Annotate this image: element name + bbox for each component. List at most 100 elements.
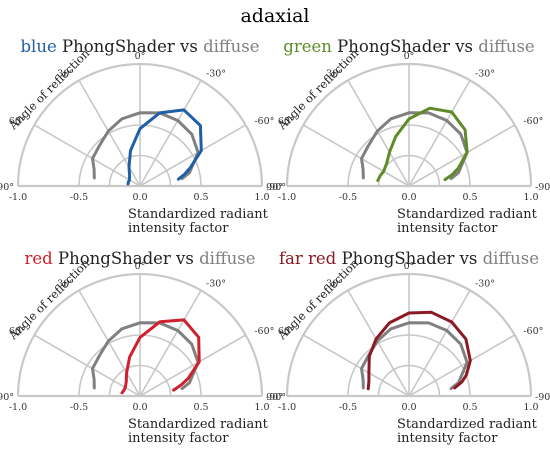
grid-spoke — [139, 124, 247, 187]
polar-panel-0: blue PhongShader vs diffuse 90° 60° 30° 0° -3… — [0, 37, 286, 236]
angle-tick-label: 90° — [0, 182, 14, 193]
angle-tick-label: -30° — [475, 68, 495, 79]
angle-tick-label: -30° — [206, 278, 226, 289]
grid-spoke — [33, 334, 141, 397]
grid-spoke — [408, 124, 516, 187]
grid-spoke — [139, 79, 202, 187]
x-tick-label: 0.0 — [132, 192, 147, 203]
grid-spoke — [33, 124, 141, 187]
x-tick-label: 1.0 — [254, 402, 269, 413]
grid-spoke — [302, 334, 410, 397]
x-tick-label: 1.0 — [523, 402, 538, 413]
angle-tick-label: -30° — [475, 278, 495, 289]
angle-tick-label: 0° — [135, 261, 146, 272]
x-tick-label: -0.5 — [339, 402, 357, 413]
angle-tick-label: -90° — [535, 182, 550, 193]
x-axis-label-line1: Standardized radiant — [128, 417, 269, 432]
angle-tick-label: 90° — [266, 392, 283, 403]
angle-tick-label: 0° — [404, 51, 415, 62]
x-tick-label: 0.0 — [132, 402, 147, 413]
angle-tick-label: -60° — [523, 116, 543, 127]
x-axis-label-line2: intensity factor — [128, 431, 229, 446]
series-line-diffuse — [360, 111, 469, 181]
x-axis-label-line2: intensity factor — [397, 221, 498, 236]
angle-tick-label: 30° — [57, 68, 74, 79]
panel-title-diffuse: diffuse — [483, 249, 539, 268]
grid-spoke — [139, 334, 247, 397]
angle-tick-label: 60° — [278, 116, 295, 127]
angle-tick-label: 30° — [326, 68, 343, 79]
angle-tick-label: 60° — [9, 116, 26, 127]
angle-tick-label: 0° — [135, 51, 146, 62]
panel-title-middle: PhongShader vs — [57, 37, 203, 56]
angle-tick-label: -30° — [206, 68, 226, 79]
angle-tick-label: 60° — [9, 326, 26, 337]
x-tick-label: -0.5 — [70, 402, 88, 413]
x-tick-label: -1.0 — [9, 192, 27, 203]
x-axis-label-line2: intensity factor — [397, 431, 498, 446]
grid-spoke — [408, 79, 471, 187]
polar-panel-3: far red PhongShader vs diffuse 90° 60° 30° 0… — [266, 249, 550, 446]
series-line-phongshader — [366, 310, 472, 391]
x-tick-label: -1.0 — [278, 402, 296, 413]
x-tick-label: 0.5 — [462, 192, 477, 203]
x-tick-label: 0.0 — [401, 192, 416, 203]
x-tick-label: -1.0 — [278, 192, 296, 203]
x-tick-label: 0.5 — [193, 402, 208, 413]
angle-tick-label: -90° — [266, 182, 286, 193]
angle-axis-label: Angle of reflection — [5, 46, 92, 133]
panel-title-diffuse: diffuse — [478, 37, 534, 56]
angle-tick-label: 30° — [57, 278, 74, 289]
grid-spoke — [78, 289, 141, 397]
x-axis-label-line1: Standardized radiant — [397, 207, 538, 222]
polar-panel-1: green PhongShader vs diffuse 90° 60° 30° 0° -… — [266, 37, 550, 236]
panel-title-diffuse: diffuse — [203, 37, 259, 56]
angle-axis-label: Angle of reflection — [5, 256, 92, 343]
angle-tick-label: -60° — [254, 326, 274, 337]
angle-tick-label: 90° — [0, 392, 14, 403]
panel-title-middle: PhongShader vs — [336, 249, 482, 268]
polar-panel-2: red PhongShader vs diffuse 90° 60° 30° 0° -30… — [0, 249, 286, 446]
x-tick-label: 1.0 — [523, 192, 538, 203]
panel-title-diffuse: diffuse — [199, 249, 255, 268]
panel-title: blue PhongShader vs diffuse — [20, 37, 259, 56]
angle-tick-label: 0° — [404, 261, 415, 272]
angle-tick-label: -90° — [266, 392, 286, 403]
grid-spoke — [408, 334, 516, 397]
panel-title: far red PhongShader vs diffuse — [279, 249, 539, 268]
angle-axis-label: Angle of reflection — [274, 46, 361, 133]
panel-title: green PhongShader vs diffuse — [283, 37, 534, 56]
x-axis-label-line2: intensity factor — [128, 221, 229, 236]
angle-tick-label: -60° — [254, 116, 274, 127]
panel-title-middle: PhongShader vs — [332, 37, 478, 56]
grid-spoke — [302, 124, 410, 187]
series-line-diffuse — [91, 111, 200, 181]
x-tick-label: 0.0 — [401, 402, 416, 413]
angle-tick-label: 30° — [326, 278, 343, 289]
panel-title-color-word: far red — [279, 249, 337, 268]
grid-spoke — [347, 79, 410, 187]
angle-tick-label: 90° — [266, 182, 283, 193]
angle-tick-label: -90° — [535, 392, 550, 403]
x-tick-label: -0.5 — [70, 192, 88, 203]
angle-tick-label: -60° — [523, 326, 543, 337]
x-tick-label: 0.5 — [462, 402, 477, 413]
angle-tick-label: 60° — [278, 326, 295, 337]
x-tick-label: 1.0 — [254, 192, 269, 203]
x-tick-label: -1.0 — [9, 402, 27, 413]
x-tick-label: -0.5 — [339, 192, 357, 203]
angle-axis-label: Angle of reflection — [274, 256, 361, 343]
series-line-phongshader — [126, 108, 203, 186]
panel-title-color-word: blue — [20, 37, 56, 56]
x-tick-label: 0.5 — [193, 192, 208, 203]
series-line-phongshader — [120, 318, 201, 395]
panel-title-color-word: red — [25, 249, 54, 268]
x-axis-label-line1: Standardized radiant — [128, 207, 269, 222]
series-line-phongshader — [376, 106, 469, 182]
grid-spoke — [78, 79, 141, 187]
grid-spoke — [347, 289, 410, 397]
grid-spoke — [139, 289, 202, 397]
figure-title: adaxial — [240, 5, 309, 27]
series-line-diffuse — [360, 321, 469, 391]
grid-spoke — [408, 289, 471, 397]
